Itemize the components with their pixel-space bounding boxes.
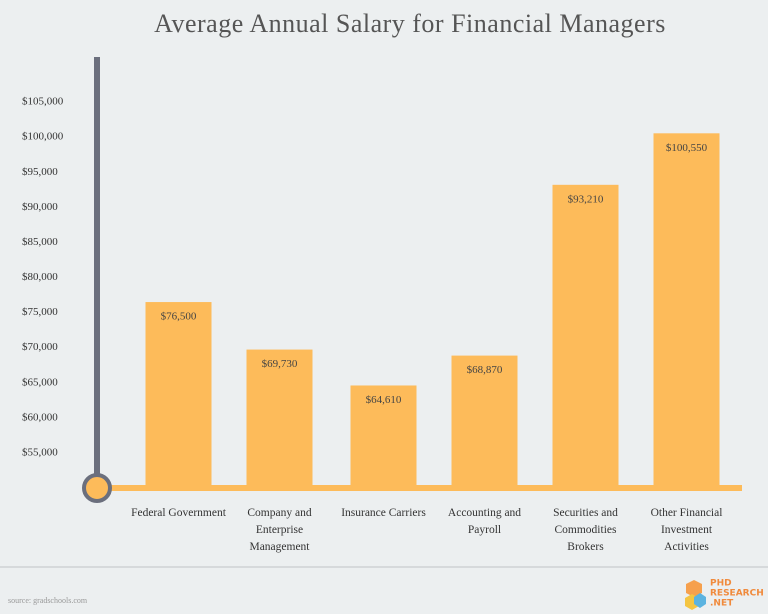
y-tick-label: $95,000 — [22, 166, 58, 178]
data-label: $76,500 — [161, 311, 197, 323]
bar — [653, 133, 720, 485]
bar — [552, 184, 619, 486]
logo-text: PHD — [710, 579, 732, 589]
y-tick-label: $90,000 — [22, 201, 58, 213]
y-tick-label: $55,000 — [22, 446, 58, 458]
y-tick-label: $85,000 — [22, 236, 58, 248]
x-tick-label: Accounting and Payroll — [447, 507, 522, 536]
x-tick-label: Securities and Commodities Brokers — [553, 507, 618, 553]
data-label: $68,870 — [467, 364, 503, 376]
logo: PHD RESEARCH .NET — [685, 579, 764, 610]
x-tick-label: Other Financial Investment Activities — [650, 507, 723, 553]
y-tick-label: $75,000 — [22, 306, 58, 318]
logo-hex — [686, 580, 702, 597]
y-tick-label: $105,000 — [22, 96, 64, 108]
y-tick-label: $70,000 — [22, 341, 58, 353]
logo-text: RESEARCH — [710, 589, 764, 599]
source: source: gradschools.com — [8, 596, 88, 605]
logo-hex — [694, 593, 706, 608]
y-tick-label: $100,000 — [22, 131, 64, 143]
y-tick-label: $65,000 — [22, 376, 58, 388]
logo-text: .NET — [710, 599, 734, 609]
bar — [246, 349, 313, 485]
x-tick-label: Federal Government — [131, 507, 226, 519]
x-tick-label: Insurance Carriers — [341, 507, 426, 519]
axis-origin — [82, 473, 112, 503]
data-label: $69,730 — [262, 358, 298, 370]
data-label: $64,610 — [366, 394, 402, 406]
x-tick-label: Company and Enterprise Management — [247, 507, 312, 553]
bar — [350, 385, 417, 485]
chart-title: Average Annual Salary for Financial Mana… — [154, 9, 666, 38]
bar — [451, 355, 518, 485]
y-tick-label: $80,000 — [22, 271, 58, 283]
y-tick-label: $60,000 — [22, 411, 58, 423]
data-label: $93,210 — [568, 193, 604, 205]
bar — [145, 302, 212, 485]
data-label: $100,550 — [666, 142, 708, 154]
